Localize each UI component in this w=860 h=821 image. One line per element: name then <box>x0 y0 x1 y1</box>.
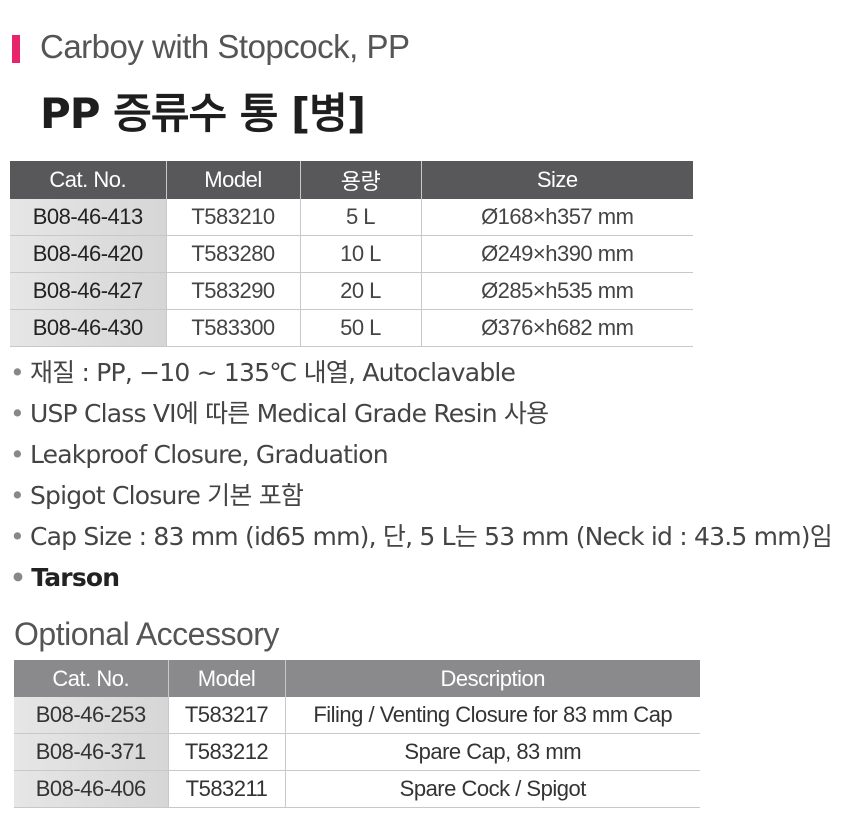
table-cell: T583210 <box>166 199 301 236</box>
table-cell: B08-46-427 <box>10 272 167 310</box>
feature-item: • Spigot Closure 기본 포함 <box>10 481 304 510</box>
table-cell: Ø285×h535 mm <box>421 272 693 310</box>
table-cell: Ø249×h390 mm <box>421 235 693 273</box>
col-cat-no: Cat. No. <box>14 660 169 697</box>
table-cell: Spare Cock / Spigot <box>285 770 700 808</box>
table-row: B08-46-371 T583212 Spare Cap, 83 mm <box>14 733 700 771</box>
table-cell: T583212 <box>168 733 286 771</box>
title-ko: PP 증류수 통 [병] <box>40 89 366 138</box>
table-row: B08-46-427 T583290 20 L Ø285×h535 mm <box>10 272 693 310</box>
table-cell: T583290 <box>166 272 301 310</box>
table-cell: T583217 <box>168 697 286 734</box>
accent-bar <box>12 35 20 63</box>
table-row: B08-46-420 T583280 10 L Ø249×h390 mm <box>10 235 693 273</box>
feature-item: • USP Class VI에 따른 Medical Grade Resin 사용 <box>10 399 549 428</box>
col-model: Model <box>166 161 301 199</box>
col-description: Description <box>285 660 700 697</box>
table-row: B08-46-406 T583211 Spare Cock / Spigot <box>14 770 700 808</box>
feature-list: • 재질 : PP, −10 ~ 135℃ 내열, Autoclavable • U… <box>10 355 833 601</box>
table-cell: 20 L <box>300 272 422 310</box>
table-cell: B08-46-420 <box>10 235 167 273</box>
col-cat-no: Cat. No. <box>10 161 167 199</box>
table-cell: 50 L <box>300 309 422 347</box>
col-model: Model <box>168 660 286 697</box>
feature-item: • Leakproof Closure, Graduation <box>10 440 389 469</box>
product-table: Cat. No. Model 용량 Size B08-46-413 T583210… <box>10 161 693 347</box>
table-cell: B08-46-406 <box>14 770 169 808</box>
table-cell: B08-46-253 <box>14 697 169 734</box>
brand-item: • Tarson <box>10 563 120 592</box>
table-cell: B08-46-413 <box>10 199 167 236</box>
table-cell: T583211 <box>168 770 286 808</box>
table-cell: 5 L <box>300 199 422 236</box>
table-row: B08-46-253 T583217 Filing / Venting Closur… <box>14 697 700 734</box>
accessory-table: Cat. No. Model Description B08-46-253 T58… <box>14 660 700 808</box>
table-cell: 10 L <box>300 235 422 273</box>
table-cell: T583280 <box>166 235 301 273</box>
col-capacity: 용량 <box>300 161 422 199</box>
table-cell: T583300 <box>166 309 301 347</box>
feature-item: • Cap Size : 83 mm (id65 mm), 단, 5 L는 53 … <box>10 522 833 551</box>
accessory-title: Optional Accessory <box>14 616 279 652</box>
col-size: Size <box>421 161 693 199</box>
table-cell: Ø376×h682 mm <box>421 309 693 347</box>
table-row: B08-46-413 T583210 5 L Ø168×h357 mm <box>10 199 693 236</box>
table-row: B08-46-430 T583300 50 L Ø376×h682 mm <box>10 309 693 347</box>
title-en: Carboy with Stopcock, PP <box>40 28 410 65</box>
table-cell: Ø168×h357 mm <box>421 199 693 236</box>
table-cell: B08-46-430 <box>10 309 167 347</box>
table-cell: B08-46-371 <box>14 733 169 771</box>
feature-item: • 재질 : PP, −10 ~ 135℃ 내열, Autoclavable <box>10 358 516 387</box>
table-cell: Spare Cap, 83 mm <box>285 733 700 771</box>
table-cell: Filing / Venting Closure for 83 mm Cap <box>285 697 700 734</box>
